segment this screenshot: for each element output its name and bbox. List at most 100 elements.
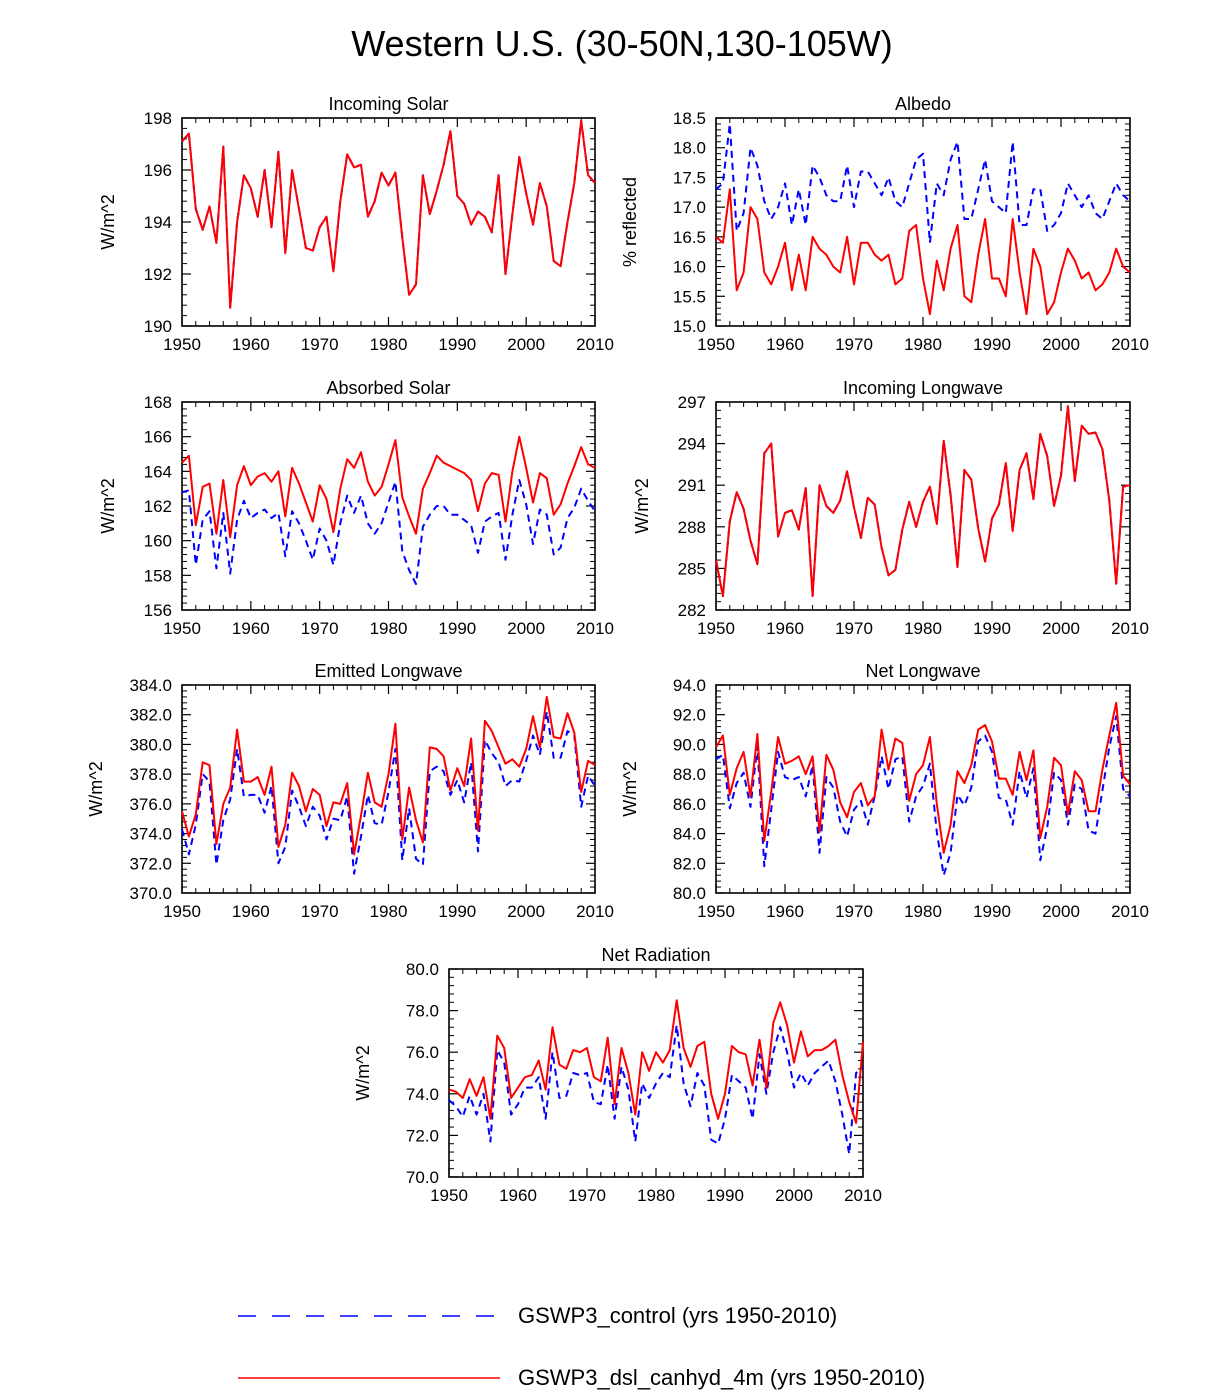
net-radiation-xtick-label: 1970	[568, 1186, 606, 1205]
emitted-longwave-ytick-label: 372.0	[129, 854, 172, 873]
incoming-longwave-xtick-label: 1990	[973, 619, 1011, 638]
absorbed-solar-xtick-label: 1960	[232, 619, 270, 638]
incoming-longwave-xtick-label: 1980	[904, 619, 942, 638]
page-title: Western U.S. (30-50N,130-105W)	[351, 23, 893, 64]
absorbed-solar-ylabel: W/m^2	[98, 478, 118, 533]
albedo-xtick-label: 1970	[835, 335, 873, 354]
albedo-series-control-line	[715, 122, 1131, 244]
net-longwave-ytick-label: 90.0	[673, 735, 706, 754]
net-longwave-ytick-label: 80.0	[673, 884, 706, 903]
net-radiation-ytick-label: 80.0	[406, 960, 439, 979]
absorbed-solar-xtick-label: 1950	[163, 619, 201, 638]
albedo-xtick-label: 1950	[697, 335, 735, 354]
net-radiation-xtick-label: 2000	[775, 1186, 813, 1205]
albedo-ytick-label: 18.5	[673, 109, 706, 128]
absorbed-solar-ytick-label: 160	[144, 532, 172, 551]
incoming-solar-xtick-label: 1960	[232, 335, 270, 354]
albedo-plot-frame	[715, 117, 1131, 327]
incoming-longwave-ytick-label: 294	[678, 435, 706, 454]
albedo-ytick-label: 16.0	[673, 258, 706, 277]
absorbed-solar-xtick-label: 2010	[576, 619, 614, 638]
absorbed-solar-title: Absorbed Solar	[326, 378, 450, 398]
net-longwave-title: Net Longwave	[865, 661, 980, 681]
net-radiation-chart: Net Radiation 1950 1960 1970 1980 1990 2000 201…	[353, 945, 882, 1205]
incoming-solar-xtick-label: 1950	[163, 335, 201, 354]
emitted-longwave-ylabel: W/m^2	[86, 761, 106, 816]
emitted-longwave-ytick-label: 376.0	[129, 795, 172, 814]
legend-label-experiment: GSWP3_dsl_canhyd_4m (yrs 1950-2010)	[518, 1365, 925, 1390]
emitted-longwave-xtick-label: 2000	[507, 902, 545, 921]
albedo-ytick-label: 17.5	[673, 168, 706, 187]
albedo-xtick-label: 1960	[766, 335, 804, 354]
incoming-longwave-ytick-label: 285	[678, 559, 706, 578]
emitted-longwave-ytick-label: 378.0	[129, 765, 172, 784]
net-radiation-series-control-line	[448, 1024, 864, 1156]
net-longwave-xtick-label: 2010	[1111, 902, 1149, 921]
emitted-longwave-ytick-label: 380.0	[129, 735, 172, 754]
albedo-ytick-label: 17.0	[673, 198, 706, 217]
albedo-xtick-label: 1980	[904, 335, 942, 354]
incoming-longwave-xtick-label: 1960	[766, 619, 804, 638]
albedo-series-experiment-line	[715, 188, 1131, 316]
albedo-ylabel: % reflected	[620, 177, 640, 267]
net-longwave-series-control-line	[715, 715, 1131, 877]
net-longwave-ytick-label: 92.0	[673, 706, 706, 725]
albedo-ytick-label: 18.0	[673, 139, 706, 158]
net-longwave-xtick-label: 2000	[1042, 902, 1080, 921]
net-radiation-ytick-label: 78.0	[406, 1002, 439, 1021]
net-radiation-ytick-label: 76.0	[406, 1043, 439, 1062]
albedo-ytick-label: 15.0	[673, 317, 706, 336]
net-longwave-ytick-label: 94.0	[673, 676, 706, 695]
net-longwave-chart: Net Longwave 1950 1960 1970 1980 1990 2000 2010…	[620, 661, 1149, 921]
net-radiation-xtick-label: 1990	[706, 1186, 744, 1205]
incoming-longwave-series-experiment-line	[715, 405, 1131, 598]
incoming-longwave-ytick-label: 282	[678, 601, 706, 620]
absorbed-solar-ytick-label: 164	[144, 462, 172, 481]
emitted-longwave-ytick-label: 382.0	[129, 706, 172, 725]
incoming-solar-xtick-label: 2000	[507, 335, 545, 354]
net-longwave-xtick-label: 1980	[904, 902, 942, 921]
incoming-longwave-ytick-label: 291	[678, 476, 706, 495]
net-longwave-xtick-label: 1990	[973, 902, 1011, 921]
legend-label-control: GSWP3_control (yrs 1950-2010)	[518, 1303, 837, 1328]
absorbed-solar-ytick-label: 156	[144, 601, 172, 620]
incoming-solar-title: Incoming Solar	[328, 94, 448, 114]
emitted-longwave-xtick-label: 1950	[163, 902, 201, 921]
absorbed-solar-ytick-label: 158	[144, 566, 172, 585]
net-radiation-xtick-label: 1960	[499, 1186, 537, 1205]
incoming-longwave-xtick-label: 2010	[1111, 619, 1149, 638]
absorbed-solar-ytick-label: 166	[144, 428, 172, 447]
chart-panels: Incoming Solar 1950 1960 1970 1980 1990 2000 20…	[86, 94, 1149, 1205]
albedo-xtick-label: 2010	[1111, 335, 1149, 354]
incoming-solar-ytick-label: 198	[144, 109, 172, 128]
absorbed-solar-ytick-label: 168	[144, 393, 172, 412]
emitted-longwave-series-control-line	[181, 710, 596, 875]
incoming-solar-xtick-label: 1970	[301, 335, 339, 354]
incoming-solar-xtick-label: 2010	[576, 335, 614, 354]
incoming-longwave-xtick-label: 1970	[835, 619, 873, 638]
albedo-xtick-label: 1990	[973, 335, 1011, 354]
incoming-longwave-chart: Incoming Longwave 1950 1960 1970 1980 1990 200…	[632, 378, 1149, 638]
incoming-solar-xtick-label: 1990	[438, 335, 476, 354]
net-longwave-series-experiment-line	[715, 701, 1131, 854]
albedo-xtick-label: 2000	[1042, 335, 1080, 354]
emitted-longwave-ytick-label: 374.0	[129, 825, 172, 844]
net-radiation-ytick-label: 70.0	[406, 1168, 439, 1187]
absorbed-solar-xtick-label: 1980	[370, 619, 408, 638]
albedo-chart: Albedo 1950 1960 1970 1980 1990 2000 2010 15.0 15…	[620, 94, 1149, 354]
albedo-title: Albedo	[895, 94, 951, 114]
absorbed-solar-ytick-label: 162	[144, 497, 172, 516]
net-radiation-title: Net Radiation	[601, 945, 710, 965]
net-radiation-ylabel: W/m^2	[353, 1045, 373, 1100]
emitted-longwave-xtick-label: 2010	[576, 902, 614, 921]
incoming-solar-series-control-line	[181, 119, 596, 309]
albedo-ytick-label: 16.5	[673, 228, 706, 247]
net-longwave-ytick-label: 88.0	[673, 765, 706, 784]
emitted-longwave-ytick-label: 370.0	[129, 884, 172, 903]
incoming-longwave-plot-frame	[715, 401, 1131, 611]
absorbed-solar-plot-frame	[181, 401, 596, 611]
net-radiation-series-experiment-line	[448, 999, 864, 1124]
incoming-longwave-xtick-label: 2000	[1042, 619, 1080, 638]
net-radiation-xtick-label: 2010	[844, 1186, 882, 1205]
